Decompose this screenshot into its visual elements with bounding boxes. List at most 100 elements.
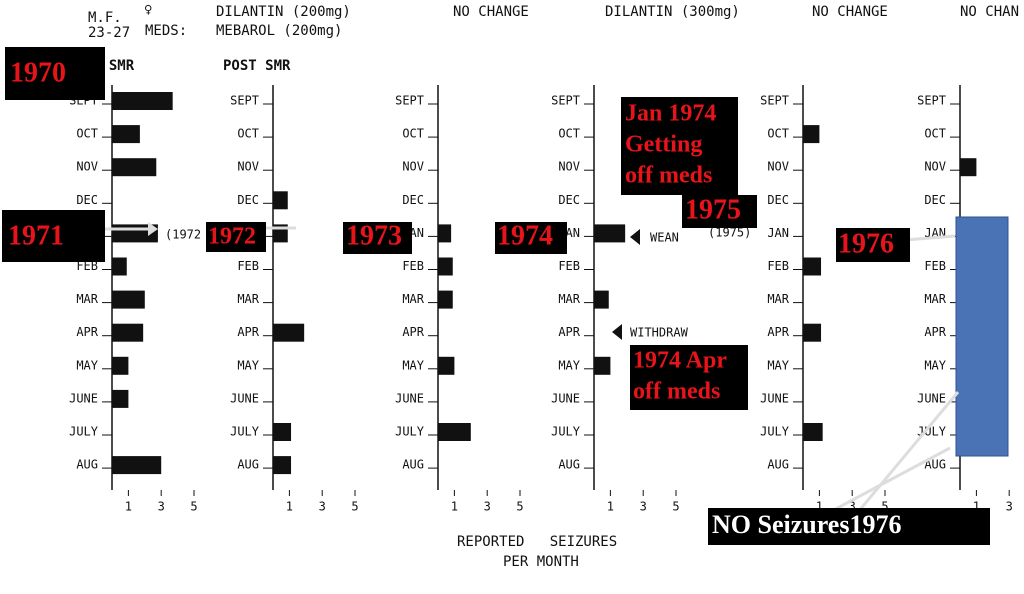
y-tick-label: DEC [767, 193, 789, 207]
y-tick-label: MAR [558, 292, 580, 306]
y-tick-label: FEB [558, 259, 580, 273]
med: NO CHANGE [453, 4, 529, 20]
y-tick-label: DEC [76, 193, 98, 207]
bar [438, 290, 453, 309]
y-tick-label: NOV [237, 160, 259, 174]
label-box [206, 222, 266, 252]
panel-title: POST SMR [223, 58, 291, 74]
y-tick-label: JULY [760, 425, 790, 439]
med: DILANTIN (200mg) [216, 4, 351, 20]
y-tick-label: APR [767, 325, 789, 339]
y-tick-label: APR [237, 325, 259, 339]
y-tick-label: NOV [924, 160, 946, 174]
y-tick-label: DEC [558, 193, 580, 207]
med: DILANTIN (300mg) [605, 4, 740, 20]
y-tick-label: FEB [402, 259, 424, 273]
arrowhead [148, 222, 158, 236]
red-label: 1974 Apr [633, 348, 727, 374]
axis-label: REPORTED SEIZURES [457, 534, 617, 550]
red-label: off meds [625, 163, 712, 189]
y-tick-label: MAY [402, 358, 424, 372]
x-tick-label: 1 [286, 500, 293, 514]
x-tick-label: 5 [881, 500, 888, 514]
note: WEAN [650, 231, 679, 245]
covered-area [955, 216, 1009, 457]
y-tick-label: JULY [230, 425, 260, 439]
y-tick-label: DEC [402, 193, 424, 207]
red-label: 1970 [10, 57, 66, 88]
x-tick-label: 1 [451, 500, 458, 514]
y-tick-label: JULY [551, 425, 581, 439]
red-label: 1972 [208, 224, 256, 250]
patient: M.F. [88, 10, 122, 26]
y-tick-label: FEB [76, 259, 98, 273]
med: MEBAROL (200mg) [216, 23, 342, 39]
bar [273, 191, 288, 210]
red-label: 1976 [838, 228, 894, 259]
y-tick-label: FEB [924, 259, 946, 273]
meds-label: MEDS: [145, 23, 187, 39]
y-tick-label: JUNE [551, 391, 580, 405]
label-box [630, 345, 748, 410]
red-label: Getting [625, 132, 702, 158]
y-tick-label: OCT [767, 127, 789, 141]
bar [112, 257, 127, 276]
y-tick-label: MAR [767, 292, 789, 306]
y-tick-label: JUNE [230, 391, 259, 405]
bar [803, 125, 820, 144]
y-tick-label: OCT [237, 127, 259, 141]
bar [803, 423, 823, 441]
red-label: Jan 1974 [625, 101, 716, 127]
label-box [836, 228, 910, 262]
label-box [495, 222, 567, 254]
bar [438, 224, 452, 243]
y-tick-label: NOV [558, 160, 580, 174]
y-tick-label: MAY [924, 358, 946, 372]
y-tick-label: SEPT [551, 94, 580, 108]
red-label: 1974 [497, 220, 553, 251]
note: WITHDRAW [630, 326, 689, 340]
y-tick-label: DEC [237, 193, 259, 207]
y-tick-label: OCT [558, 127, 580, 141]
axis-label: PER MONTH [503, 554, 579, 570]
y-tick-label: DEC [924, 193, 946, 207]
bar [112, 356, 129, 375]
bar [112, 389, 129, 408]
y-tick-label: MAY [237, 358, 259, 372]
red-label: 1975 [685, 194, 741, 225]
bar [438, 257, 453, 276]
y-tick-label: AUG [767, 458, 789, 472]
label-box [343, 222, 412, 254]
sex: ♀ [144, 2, 152, 18]
x-tick-label: 3 [319, 500, 326, 514]
x-tick-label: 1 [125, 500, 132, 514]
arrow [904, 234, 956, 242]
y-tick-label: NOV [76, 160, 98, 174]
y-tick-label: MAR [924, 292, 946, 306]
bar [438, 423, 471, 441]
bar [273, 323, 305, 342]
y-tick-label: JUNE [69, 391, 98, 405]
y-tick-label: MAY [767, 358, 789, 372]
y-tick-label: MAR [76, 292, 98, 306]
y-tick-label: JULY [69, 425, 99, 439]
y-tick-label: SEPT [917, 94, 946, 108]
bar [273, 423, 292, 441]
x-tick-label: 1 [973, 500, 980, 514]
x-tick-label: 1 [816, 500, 823, 514]
bar [112, 323, 144, 342]
x-tick-label: 5 [516, 500, 523, 514]
x-tick-label: 5 [351, 500, 358, 514]
y-tick-label: OCT [924, 127, 946, 141]
bar [112, 158, 157, 177]
arrowhead [612, 324, 622, 340]
y-tick-label: APR [76, 325, 98, 339]
x-tick-label: 3 [484, 500, 491, 514]
y-tick-label: AUG [237, 458, 259, 472]
arrow [829, 446, 951, 514]
x-tick-label: 5 [190, 500, 197, 514]
y-tick-label: FEB [767, 259, 789, 273]
x-tick-label: 1 [607, 500, 614, 514]
label-box [682, 195, 757, 228]
